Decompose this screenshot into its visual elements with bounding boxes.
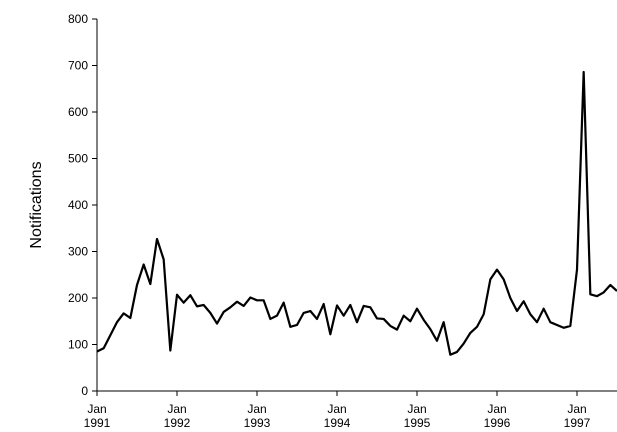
y-tick-label: 500 — [68, 152, 88, 166]
series-layer — [96, 70, 617, 356]
y-axis-title: Notifications — [28, 161, 45, 248]
x-tick-label-year: 1997 — [564, 416, 591, 430]
y-axis: 0 100 200 300 400 500 600 700 800 — [68, 12, 98, 398]
x-tick-label-month: Jan — [487, 402, 506, 416]
y-tick-label: 0 — [81, 384, 88, 398]
x-tick-label-year: 1991 — [84, 416, 111, 430]
x-tick-label-month: Jan — [407, 402, 426, 416]
y-tick-label: 300 — [68, 245, 88, 259]
x-tick-label-year: 1992 — [164, 416, 191, 430]
y-tick-label: 400 — [68, 198, 88, 212]
x-tick-label-year: 1996 — [484, 416, 511, 430]
x-tick-label-month: Jan — [327, 402, 346, 416]
y-tick-label: 800 — [68, 12, 88, 26]
x-axis: Jan1991Jan1992Jan1993Jan1994Jan1995Jan19… — [84, 390, 617, 430]
x-tick-label-year: 1995 — [404, 416, 431, 430]
x-tick-label-year: 1994 — [324, 416, 351, 430]
y-tick-label: 700 — [68, 59, 88, 73]
y-tick-label: 200 — [68, 291, 88, 305]
x-tick-label-month: Jan — [167, 402, 186, 416]
notifications-line — [96, 70, 617, 356]
x-tick-label-month: Jan — [567, 402, 586, 416]
y-tick-label: 100 — [68, 338, 88, 352]
x-tick-label-year: 1993 — [244, 416, 271, 430]
x-tick-label-month: Jan — [87, 402, 106, 416]
y-tick-label: 600 — [68, 105, 88, 119]
x-tick-label-month: Jan — [247, 402, 266, 416]
